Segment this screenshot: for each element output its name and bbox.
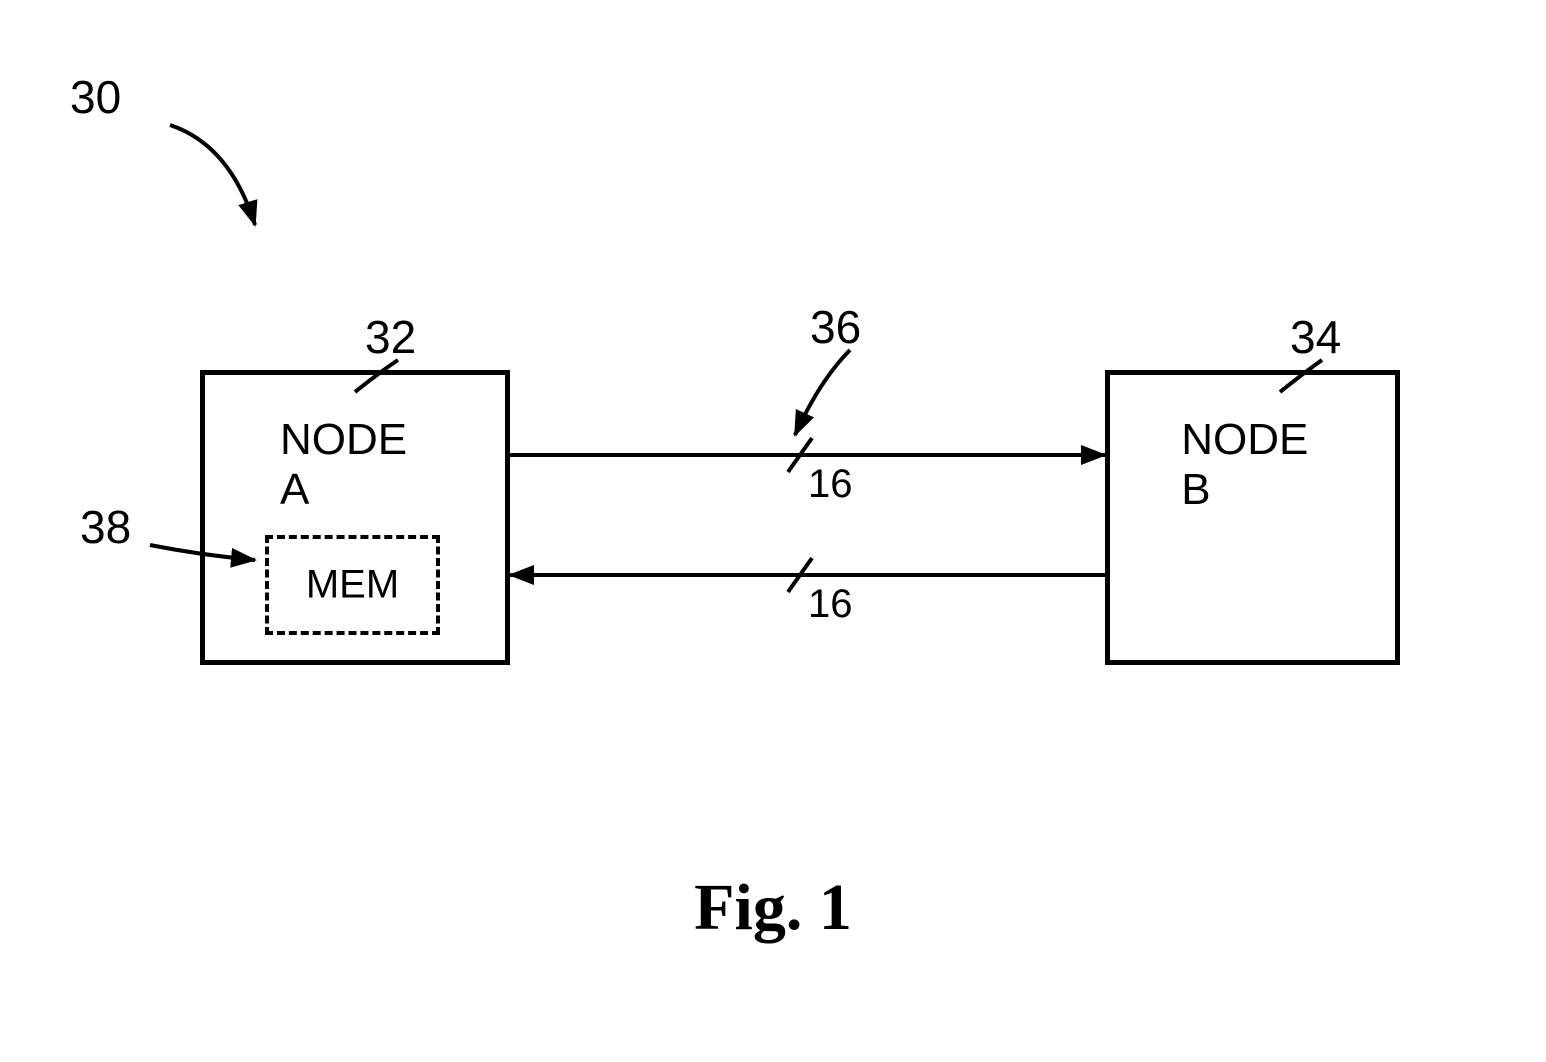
ref-32: 32 [365,310,416,364]
bus-top-label: 16 [808,462,853,507]
mem-box: MEM [265,535,440,635]
ref-30-leader [170,125,255,225]
mem-text: MEM [306,563,399,608]
figure-caption: Fig. 1 [694,870,852,946]
bus-bottom-label: 16 [808,582,853,627]
node-b-box: NODE B [1105,370,1400,665]
ref-36-leader [795,350,850,435]
ref-30: 30 [70,70,121,124]
node-a-text: NODE A [280,415,430,515]
ref-36: 36 [810,300,861,354]
ref-38: 38 [80,500,131,554]
ref-34: 34 [1290,310,1341,364]
figure-canvas: NODE A MEM NODE B 30 32 34 36 38 16 16 F… [0,0,1546,1062]
node-b-text: NODE B [1181,415,1324,515]
